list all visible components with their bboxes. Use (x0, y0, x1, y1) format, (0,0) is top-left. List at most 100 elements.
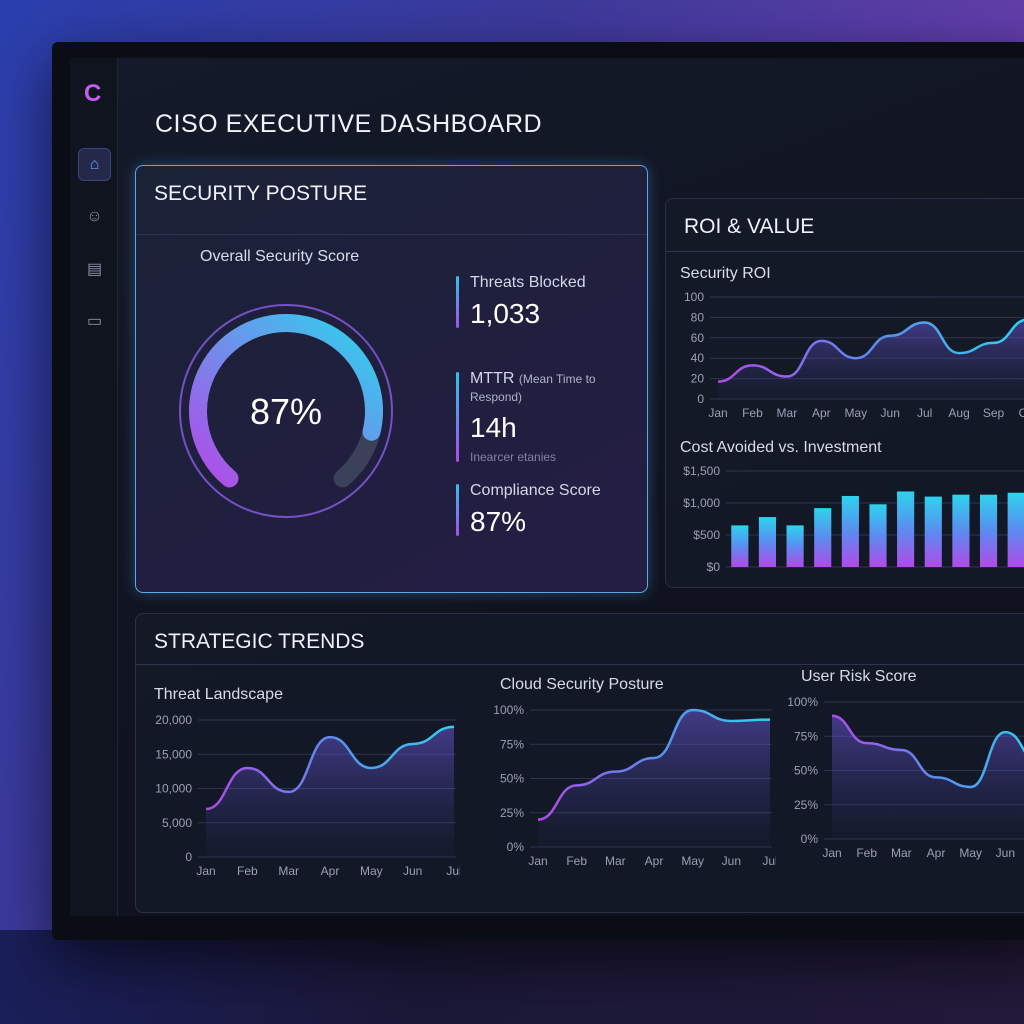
x-tick-label: Jun (881, 406, 900, 420)
x-tick-label: Jun (722, 854, 741, 868)
x-tick-label: Jul (446, 864, 460, 878)
x-tick-label: Apr (321, 864, 340, 878)
y-tick-label: 100 (684, 291, 704, 304)
series-line (205, 725, 455, 811)
chart-title: User Risk Score (801, 668, 917, 685)
kpi-mttr: MTTR (Mean Time to Respond) 14h Inearcer… (456, 370, 647, 464)
x-tick-label: Sep (983, 406, 1005, 420)
bar (786, 525, 804, 567)
x-tick-label: Apr (645, 854, 664, 868)
series-line (717, 318, 1024, 383)
area-fill (718, 320, 1024, 399)
x-tick-label: Jan (528, 854, 547, 868)
bar (924, 496, 942, 567)
x-tick-label: Jul (917, 406, 932, 420)
dashboard-screen: C ⌂ ☺ ▤ ▭ CISO EXECUTIVE DASHBOARD SECUR… (70, 58, 1024, 916)
bar (814, 508, 832, 567)
strategic-trends-panel: STRATEGIC TRENDS Threat Landscape 0 5,000… (135, 613, 1024, 913)
app-logo: C (84, 80, 102, 107)
y-tick-label: 25% (500, 806, 524, 820)
bar (869, 504, 887, 567)
y-tick-label: 75% (794, 729, 818, 743)
y-tick-label: 20 (691, 372, 705, 386)
x-tick-label: Jan (708, 406, 727, 420)
bar (1007, 492, 1024, 567)
x-tick-label: Mar (891, 846, 912, 860)
kpi-label: Compliance Score (470, 482, 601, 499)
x-tick-label: Jul (762, 854, 776, 868)
y-tick-label: 60 (691, 331, 705, 345)
area-fill (206, 726, 454, 857)
x-tick-label: Feb (237, 864, 258, 878)
bar (731, 525, 749, 567)
bar (758, 517, 777, 567)
y-tick-label: 0% (801, 832, 819, 846)
cost-avoided-chart: $0 $500 $1,000 $1,500 (683, 465, 1024, 574)
kpi-subtext: Inearcer etanies (470, 450, 557, 464)
x-tick-label: Feb (742, 406, 763, 420)
y-tick-label: $500 (693, 528, 720, 542)
divider (136, 664, 1024, 665)
y-tick-label: 80 (691, 310, 705, 324)
x-tick-label: Feb (566, 854, 587, 868)
kpi-label-text: MTTR (470, 370, 515, 387)
page-title: CISO EXECUTIVE DASHBOARD (155, 110, 543, 138)
x-tick-label: Jan (822, 846, 841, 860)
y-tick-label: 50% (500, 772, 524, 786)
x-tick-label: May (360, 864, 383, 878)
kpi-value: 87% (470, 506, 527, 537)
roi-value-panel: ROI & VALUE Security ROI 0 20 40 60 80 100 Jan… (665, 198, 1024, 588)
x-tick-label: Jun (996, 846, 1015, 860)
y-tick-label: 0% (507, 840, 525, 854)
document-icon[interactable]: ▤ (86, 260, 103, 278)
kpi-threats-blocked: Threats Blocked 1,033 (456, 274, 586, 330)
x-tick-label: Jan (196, 864, 215, 878)
bar (841, 495, 859, 567)
kpi-label-note: (Mean Time to Respond) (470, 372, 596, 404)
y-tick-label: $0 (707, 560, 721, 574)
y-tick-label: 25% (794, 798, 818, 812)
gauge-fill (189, 314, 383, 488)
chart-title: Security ROI (680, 265, 771, 282)
x-tick-label: May (844, 406, 867, 420)
x-tick-label: Apr (927, 846, 946, 860)
kpi-label: Threats Blocked (470, 274, 586, 291)
x-tick-label: May (959, 846, 982, 860)
kpi-value: 1,033 (470, 298, 541, 329)
gauge-value: 87% (250, 391, 322, 432)
chart-title: Cost Avoided vs. Investment (680, 439, 882, 456)
series-line (831, 714, 1024, 789)
x-tick-label: Mar (777, 406, 798, 420)
kpi-compliance-score: Compliance Score 87% (456, 482, 601, 538)
panel-title: SECURITY POSTURE (154, 182, 368, 205)
kpi-value: 14h (470, 412, 517, 443)
y-tick-label: $1,000 (683, 496, 720, 510)
bar (979, 494, 998, 567)
chart-title: Cloud Security Posture (500, 676, 664, 693)
y-tick-label: 40 (691, 351, 705, 365)
security-roi-chart: 0 20 40 60 80 100 Jan Feb Mar Apr May Jun Jul Aug Sep O… (684, 291, 1024, 420)
x-tick-label: Jun (403, 864, 422, 878)
x-tick-label: Mar (605, 854, 626, 868)
y-tick-label: 75% (500, 737, 524, 751)
y-tick-label: 5,000 (162, 816, 192, 830)
security-posture-panel: SECURITY POSTURE Overall Security Score … (135, 165, 648, 593)
user-icon[interactable]: ☺ (86, 207, 103, 225)
chart-title: Threat Landscape (154, 686, 283, 703)
y-tick-label: $1,500 (683, 465, 720, 478)
kpi-label: MTTR (Mean Time to Respond) (470, 370, 647, 406)
y-tick-label: 20,000 (155, 714, 192, 727)
gauge-label: Overall Security Score (200, 248, 360, 265)
bar (897, 491, 915, 567)
sidebar: C ⌂ ☺ ▤ ▭ (70, 58, 118, 916)
threat-landscape-chart: 0 5,000 10,000 15,000 20,000 Jan Feb Mar Apr May J… (155, 714, 460, 878)
x-tick-label: May (681, 854, 704, 868)
x-tick-label: Aug (948, 406, 969, 420)
x-tick-label: Feb (856, 846, 877, 860)
folder-icon[interactable]: ▭ (86, 312, 103, 330)
home-icon[interactable]: ⌂ (78, 148, 111, 181)
area-fill (538, 710, 770, 847)
bar (952, 494, 970, 567)
x-tick-label: Mar (278, 864, 299, 878)
